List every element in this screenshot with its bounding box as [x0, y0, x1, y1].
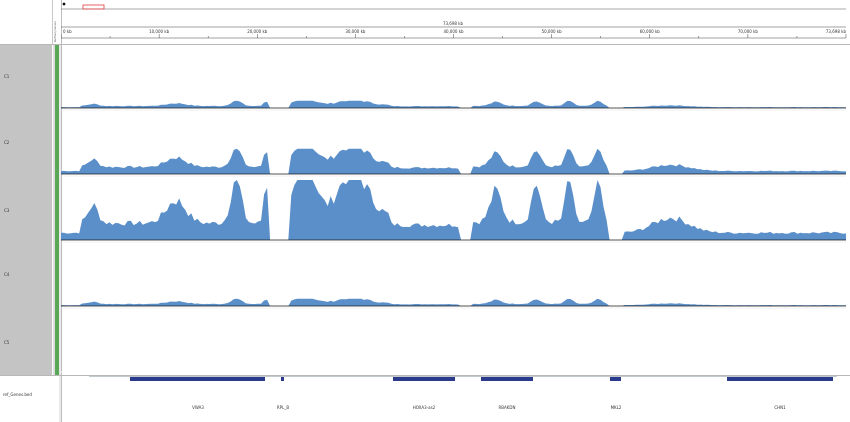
data-panel: 73,698 kb 0 kb 10,000 kb 20,000 kb 30,000 k… — [61, 0, 850, 422]
coverage-tracks[interactable] — [61, 44, 850, 376]
header-separator — [0, 44, 850, 45]
gene-label-chn1: CHN1 — [774, 405, 786, 410]
attribute-color-strip — [55, 44, 59, 375]
gene-rpl-b[interactable] — [281, 377, 284, 381]
gene-track-name[interactable]: ref_Genes.bed — [3, 392, 32, 397]
gene-track-separator — [0, 375, 850, 376]
track-name-c3[interactable]: C3 — [4, 208, 10, 213]
coverage-area-c2 — [61, 148, 846, 174]
attribute-spacer — [53, 44, 55, 375]
ruler-tick-label: 30,000 kb — [345, 29, 366, 34]
gene-chn1[interactable] — [727, 377, 833, 381]
region-of-interest-box[interactable] — [82, 4, 105, 10]
track-name-c1[interactable]: C1 — [4, 74, 10, 79]
attribute-header-label: RefSeq Genes — [53, 21, 57, 42]
ruler-tick-label: 70,000 kb — [738, 29, 759, 34]
ruler-labels: 0 kb 10,000 kb 20,000 kb 30,000 kb 40,000 kb… — [63, 29, 846, 34]
name-panel-tracks-bg — [0, 44, 52, 375]
gene-hoxa3-as2[interactable] — [393, 377, 455, 381]
gene-label-mkl2: MKL2 — [611, 405, 622, 410]
coverage-area-c4 — [61, 298, 846, 306]
name-panel-header — [0, 0, 53, 44]
ruler-tick-label: 40,000 kb — [443, 29, 464, 34]
coverage-area-c1 — [61, 100, 846, 108]
ruler-tick-label: 10,000 kb — [149, 29, 170, 34]
ruler-tick-label: 50,000 kb — [542, 29, 563, 34]
track-name-c5[interactable]: C5 — [4, 340, 10, 345]
gene-label-rpl-b: RPL_B — [277, 405, 289, 410]
ruler-ticks — [61, 34, 847, 38]
ruler-tick-label: 0 kb — [63, 29, 72, 34]
ruler-header: 73,698 kb 0 kb 10,000 kb 20,000 kb 30,000 k… — [61, 2, 847, 39]
coverage-track-group — [61, 100, 846, 373]
gene-label-hoxa3-as2: HOXA3-as2 — [413, 405, 436, 410]
track-name-panel: C1 C2 C3 C4 C5 ref_Genes.bed — [0, 0, 53, 422]
ruler-tick-label: 20,000 kb — [247, 29, 268, 34]
gene-label-rbakdn: RBAKDN — [499, 405, 516, 410]
ruler-tick-label: 60,000 kb — [640, 29, 661, 34]
ruler-tick-label: 73,698 kb — [826, 29, 847, 34]
track-name-c4[interactable]: C4 — [4, 272, 10, 277]
attribute-panel: RefSeq Genes — [53, 0, 62, 422]
ideogram-marker — [62, 2, 66, 6]
gene-label-vwa3: VWA3 — [192, 405, 204, 410]
attribute-header — [53, 0, 62, 44]
gene-rbakdn[interactable] — [481, 377, 533, 381]
ruler-span-label: 73,698 kb — [443, 21, 464, 26]
track-name-c2[interactable]: C2 — [4, 140, 10, 145]
gene-track[interactable]: VWA3 RPL_B HOXA3-as2 RBAKDN MKL2 CHN1 — [61, 375, 850, 422]
gene-vwa3[interactable] — [130, 377, 265, 381]
gene-mkl2[interactable] — [610, 377, 621, 381]
coverage-area-c3 — [61, 180, 846, 240]
